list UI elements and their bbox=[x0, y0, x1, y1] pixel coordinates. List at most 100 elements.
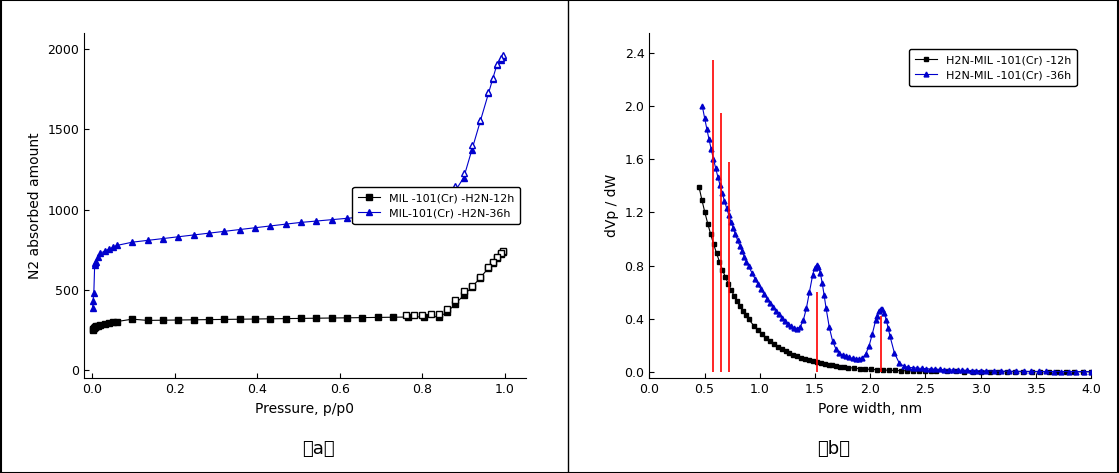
MIL-101(Cr) -H2N-36h bbox=[264, 223, 278, 229]
MIL -101(Cr) -H2N-12h bbox=[88, 324, 102, 330]
MIL -101(Cr) -H2N-12h bbox=[496, 249, 509, 255]
MIL -101(Cr) -H2N-12h bbox=[441, 309, 454, 315]
MIL -101(Cr) -H2N-12h bbox=[473, 275, 487, 280]
MIL -101(Cr) -H2N-12h bbox=[217, 316, 231, 322]
MIL-101(Cr) -H2N-36h bbox=[141, 237, 154, 243]
H2N-MIL -101(Cr) -12h bbox=[888, 368, 902, 373]
MIL-101(Cr) -H2N-36h bbox=[496, 54, 509, 60]
H2N-MIL -101(Cr) -12h bbox=[693, 184, 706, 190]
MIL-101(Cr) -H2N-36h bbox=[466, 147, 479, 152]
MIL-101(Cr) -H2N-36h bbox=[248, 225, 262, 231]
H2N-MIL -101(Cr) -12h bbox=[829, 363, 843, 369]
MIL -101(Cr) -H2N-12h bbox=[171, 317, 185, 323]
MIL -101(Cr) -H2N-12h bbox=[248, 316, 262, 322]
MIL-101(Cr) -H2N-36h bbox=[417, 209, 431, 214]
MIL -101(Cr) -H2N-12h bbox=[88, 324, 102, 330]
X-axis label: Pore width, nm: Pore width, nm bbox=[818, 402, 922, 416]
MIL-101(Cr) -H2N-36h bbox=[310, 218, 323, 224]
MIL -101(Cr) -H2N-12h bbox=[86, 327, 100, 333]
MIL-101(Cr) -H2N-36h bbox=[86, 298, 100, 304]
MIL-101(Cr) -H2N-36h bbox=[432, 207, 445, 213]
MIL-101(Cr) -H2N-36h bbox=[279, 221, 292, 227]
MIL -101(Cr) -H2N-12h bbox=[402, 314, 415, 320]
MIL -101(Cr) -H2N-12h bbox=[356, 315, 369, 320]
MIL -101(Cr) -H2N-12h bbox=[417, 314, 431, 320]
MIL-101(Cr) -H2N-36h bbox=[94, 250, 107, 256]
MIL-101(Cr) -H2N-36h bbox=[441, 201, 454, 206]
MIL -101(Cr) -H2N-12h bbox=[449, 301, 462, 307]
MIL -101(Cr) -H2N-12h bbox=[187, 317, 200, 323]
MIL -101(Cr) -H2N-12h bbox=[111, 319, 124, 324]
H2N-MIL -101(Cr) -12h bbox=[779, 348, 792, 354]
H2N-MIL -101(Cr) -36h bbox=[696, 103, 709, 109]
MIL-101(Cr) -H2N-36h bbox=[171, 234, 185, 240]
MIL -101(Cr) -H2N-12h bbox=[490, 255, 504, 261]
MIL -101(Cr) -H2N-12h bbox=[310, 315, 323, 321]
MIL -101(Cr) -H2N-12h bbox=[482, 265, 496, 271]
MIL-101(Cr) -H2N-36h bbox=[157, 236, 170, 241]
MIL -101(Cr) -H2N-12h bbox=[432, 314, 445, 319]
MIL -101(Cr) -H2N-12h bbox=[486, 260, 499, 266]
MIL-101(Cr) -H2N-36h bbox=[90, 259, 103, 264]
H2N-MIL -101(Cr) -36h bbox=[822, 324, 836, 330]
MIL-101(Cr) -H2N-36h bbox=[340, 216, 354, 221]
H2N-MIL -101(Cr) -12h bbox=[1084, 369, 1098, 375]
H2N-MIL -101(Cr) -36h bbox=[1084, 369, 1098, 375]
MIL-101(Cr) -H2N-36h bbox=[97, 248, 111, 254]
MIL -101(Cr) -H2N-12h bbox=[125, 316, 139, 322]
X-axis label: Pressure, p/p0: Pressure, p/p0 bbox=[255, 402, 355, 416]
MIL-101(Cr) -H2N-36h bbox=[102, 246, 115, 252]
MIL-101(Cr) -H2N-36h bbox=[203, 230, 216, 236]
MIL -101(Cr) -H2N-12h bbox=[92, 323, 105, 328]
Legend: MIL -101(Cr) -H2N-12h, MIL-101(Cr) -H2N-36h: MIL -101(Cr) -H2N-12h, MIL-101(Cr) -H2N-… bbox=[352, 187, 520, 224]
MIL-101(Cr) -H2N-36h bbox=[217, 228, 231, 234]
MIL-101(Cr) -H2N-36h bbox=[473, 119, 487, 124]
MIL -101(Cr) -H2N-12h bbox=[94, 322, 107, 328]
MIL -101(Cr) -H2N-12h bbox=[386, 315, 399, 320]
MIL-101(Cr) -H2N-36h bbox=[402, 210, 415, 216]
MIL-101(Cr) -H2N-36h bbox=[233, 227, 246, 232]
MIL-101(Cr) -H2N-36h bbox=[490, 62, 504, 68]
MIL -101(Cr) -H2N-12h bbox=[457, 292, 470, 298]
MIL-101(Cr) -H2N-36h bbox=[294, 219, 308, 225]
MIL -101(Cr) -H2N-12h bbox=[97, 321, 111, 326]
MIL-101(Cr) -H2N-36h bbox=[111, 243, 124, 248]
MIL-101(Cr) -H2N-36h bbox=[325, 217, 338, 222]
Text: （b）: （b） bbox=[817, 440, 850, 458]
Line: H2N-MIL -101(Cr) -12h: H2N-MIL -101(Cr) -12h bbox=[696, 184, 1093, 374]
H2N-MIL -101(Cr) -36h bbox=[942, 367, 956, 373]
MIL -101(Cr) -H2N-12h bbox=[495, 251, 508, 257]
MIL-101(Cr) -H2N-36h bbox=[88, 263, 102, 268]
MIL -101(Cr) -H2N-12h bbox=[466, 284, 479, 290]
H2N-MIL -101(Cr) -12h bbox=[713, 259, 726, 264]
Y-axis label: N2 absorbed amount: N2 absorbed amount bbox=[28, 132, 41, 279]
Legend: H2N-MIL -101(Cr) -12h, H2N-MIL -101(Cr) -36h: H2N-MIL -101(Cr) -12h, H2N-MIL -101(Cr) … bbox=[909, 49, 1076, 86]
MIL -101(Cr) -H2N-12h bbox=[102, 320, 115, 326]
MIL -101(Cr) -H2N-12h bbox=[106, 319, 120, 325]
MIL -101(Cr) -H2N-12h bbox=[294, 315, 308, 321]
Y-axis label: dVp / dW: dVp / dW bbox=[605, 174, 619, 237]
H2N-MIL -101(Cr) -36h bbox=[733, 243, 746, 249]
MIL-101(Cr) -H2N-36h bbox=[386, 211, 399, 217]
MIL -101(Cr) -H2N-12h bbox=[86, 326, 100, 332]
MIL-101(Cr) -H2N-36h bbox=[92, 254, 105, 260]
MIL -101(Cr) -H2N-12h bbox=[279, 316, 292, 322]
Line: MIL-101(Cr) -H2N-36h: MIL-101(Cr) -H2N-36h bbox=[90, 53, 506, 311]
MIL-101(Cr) -H2N-36h bbox=[457, 175, 470, 181]
MIL -101(Cr) -H2N-12h bbox=[141, 317, 154, 323]
MIL-101(Cr) -H2N-36h bbox=[87, 290, 101, 296]
MIL -101(Cr) -H2N-12h bbox=[203, 317, 216, 323]
MIL -101(Cr) -H2N-12h bbox=[370, 315, 384, 320]
Line: MIL -101(Cr) -H2N-12h: MIL -101(Cr) -H2N-12h bbox=[90, 249, 506, 333]
MIL -101(Cr) -H2N-12h bbox=[157, 317, 170, 323]
MIL -101(Cr) -H2N-12h bbox=[233, 316, 246, 322]
MIL-101(Cr) -H2N-36h bbox=[86, 305, 100, 311]
MIL-101(Cr) -H2N-36h bbox=[482, 90, 496, 96]
H2N-MIL -101(Cr) -36h bbox=[720, 205, 733, 211]
MIL-101(Cr) -H2N-36h bbox=[486, 77, 499, 82]
MIL -101(Cr) -H2N-12h bbox=[264, 316, 278, 322]
Text: （a）: （a） bbox=[302, 440, 336, 458]
MIL-101(Cr) -H2N-36h bbox=[356, 214, 369, 220]
H2N-MIL -101(Cr) -36h bbox=[974, 368, 987, 374]
MIL-101(Cr) -H2N-36h bbox=[88, 261, 102, 266]
